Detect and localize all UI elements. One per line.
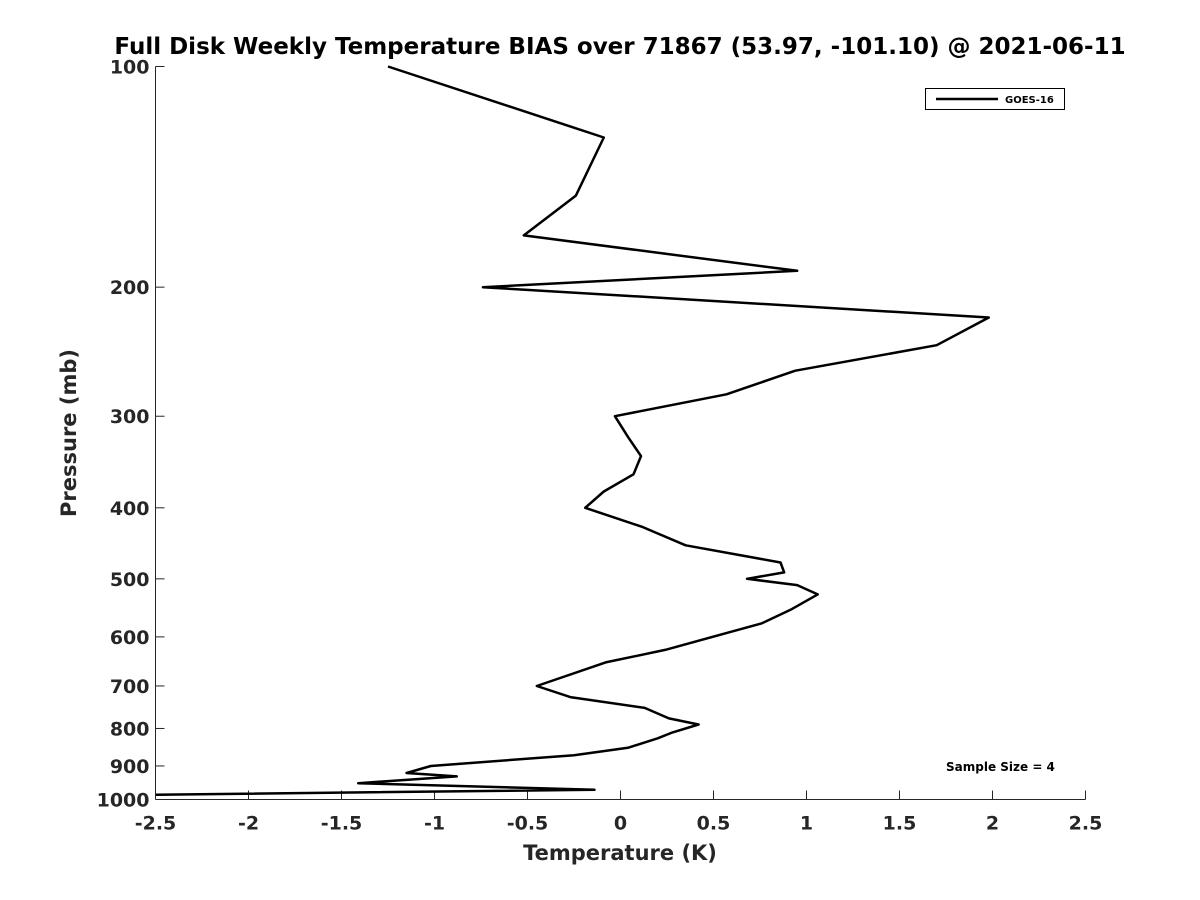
y-tick-label: 700 xyxy=(110,676,150,698)
y-tick-label: 500 xyxy=(110,569,150,591)
x-tick-label: -1.5 xyxy=(321,813,363,835)
x-tick-label: -1 xyxy=(424,813,445,835)
y-tick-label: 600 xyxy=(110,627,150,649)
x-tick-label: 0.5 xyxy=(697,813,731,835)
sample-size-annotation: Sample Size = 4 xyxy=(946,760,1055,774)
x-axis-ticks: -2.5 -2 -1.5 -1 -0.5 0 0.5 1 1.5 2 2.5 xyxy=(135,790,1103,835)
x-tick-label: 2.5 xyxy=(1069,813,1103,835)
y-tick-label: 1000 xyxy=(97,790,150,812)
x-tick-label: 1 xyxy=(800,813,813,835)
y-tick-label: 200 xyxy=(110,277,150,299)
y-tick-label: 800 xyxy=(110,718,150,740)
series-line-goes-16 xyxy=(155,65,991,796)
x-tick-label: -2 xyxy=(238,813,259,835)
x-tick-label: 2 xyxy=(986,813,999,835)
y-tick-label: 100 xyxy=(110,57,150,79)
chart-title: Full Disk Weekly Temperature BIAS over 7… xyxy=(114,34,1125,60)
y-axis-ticks: 100 200 300 400 500 600 700 800 900 1000 xyxy=(97,57,165,812)
x-tick-label: 1.5 xyxy=(883,813,917,835)
x-tick-label: -0.5 xyxy=(507,813,549,835)
x-tick-label: -2.5 xyxy=(135,813,177,835)
y-axis-label: Pressure (mb) xyxy=(57,349,81,517)
legend-entry-goes-16: GOES-16 xyxy=(1005,95,1054,106)
legend: GOES-16 xyxy=(925,88,1065,110)
x-tick-label: 0 xyxy=(614,813,627,835)
y-tick-label: 300 xyxy=(110,406,150,428)
x-axis-label: Temperature (K) xyxy=(523,841,717,865)
y-tick-label: 900 xyxy=(110,756,150,778)
y-tick-label: 400 xyxy=(110,498,150,520)
